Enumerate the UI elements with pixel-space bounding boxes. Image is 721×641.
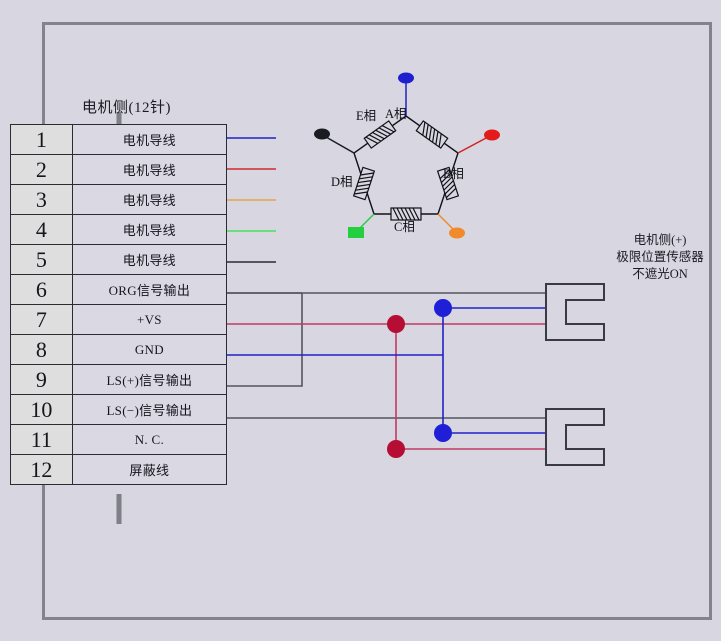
table-row: 5 电机导线 <box>10 244 228 275</box>
title-line-1: 电机侧(12针) <box>82 100 171 116</box>
pin-number: 9 <box>10 364 73 395</box>
table-row: 1 电机导线 <box>10 124 228 155</box>
pin-label: ORG信号输出 <box>71 274 228 305</box>
pin-number: 12 <box>10 454 73 485</box>
pin-label: +VS <box>71 304 228 335</box>
pin-number: 7 <box>10 304 73 335</box>
sensor-caption: 电机侧(+) 极限位置传感器 不遮光ON <box>600 232 720 283</box>
pin-label: N. C. <box>71 424 228 455</box>
pin-number: 10 <box>10 394 73 425</box>
limit-sensor-upper <box>545 283 605 341</box>
sensor-caption-line-2: 极限位置传感器 <box>616 250 704 264</box>
table-row: 4 电机导线 <box>10 214 228 245</box>
table-row: 9 LS(+)信号输出 <box>10 364 228 395</box>
pentagon-winding <box>314 72 500 239</box>
table-row: 2 电机导线 <box>10 154 228 185</box>
terminal-lead-left <box>325 136 355 154</box>
pin-label: 电机导线 <box>71 124 228 155</box>
phase-label-a: A相 <box>385 107 407 121</box>
junction-vs-upper <box>387 315 405 333</box>
sensor-caption-line-1: 电机侧(+) <box>633 233 687 247</box>
pin-number: 3 <box>10 184 73 215</box>
pin-label: LS(+)信号输出 <box>71 364 228 395</box>
phase-label-d: D相 <box>331 175 353 189</box>
pin-label: 电机导线 <box>71 154 228 185</box>
terminal-lead-right <box>457 136 489 154</box>
terminal-right-red <box>484 129 500 141</box>
pin-label: 电机导线 <box>71 214 228 245</box>
pin-number: 2 <box>10 154 73 185</box>
terminal-bl-green <box>348 227 364 238</box>
junction-vs-lower <box>387 440 405 458</box>
table-row: 10 LS(−)信号输出 <box>10 394 228 425</box>
pin-label: 屏蔽线 <box>71 454 228 485</box>
terminal-top-blue <box>398 72 414 84</box>
junction-gnd-lower <box>434 424 452 442</box>
pin-number: 4 <box>10 214 73 245</box>
junction-gnd-upper <box>434 299 452 317</box>
terminal-br-orange <box>449 227 465 239</box>
pin-number: 5 <box>10 244 73 275</box>
terminal-left-black <box>314 128 330 140</box>
table-row: 3 电机导线 <box>10 184 228 215</box>
phase-label-c: C相 <box>394 220 415 234</box>
table-row: 7 +VS <box>10 304 228 335</box>
motor-wire-group <box>227 137 276 263</box>
table-row: 12 屏蔽线 <box>10 454 228 485</box>
pin-assignment-table: 1 电机导线 2 电机导线 3 电机导线 4 电机导线 5 电机导线 6 ORG信号输出 7 +VS 8 GN… <box>10 124 228 485</box>
pin-label: 电机导线 <box>71 184 228 215</box>
phase-label-e: E相 <box>356 109 377 123</box>
pin-number: 8 <box>10 334 73 365</box>
terminal-lead-br <box>437 213 456 232</box>
sensor-caption-line-3: 不遮光ON <box>632 267 688 281</box>
pin-number: 1 <box>10 124 73 155</box>
pin-number: 11 <box>10 424 73 455</box>
pin-label: 电机导线 <box>71 244 228 275</box>
pin-label: LS(−)信号输出 <box>71 394 228 425</box>
pin-label: GND <box>71 334 228 365</box>
table-row: 6 ORG信号输出 <box>10 274 228 305</box>
limit-sensor-lower <box>545 408 605 466</box>
phase-label-b: B相 <box>443 167 464 181</box>
pin-number: 6 <box>10 274 73 305</box>
table-row: 11 N. C. <box>10 424 228 455</box>
table-row: 8 GND <box>10 334 228 365</box>
wire-ls-plus <box>227 292 546 387</box>
